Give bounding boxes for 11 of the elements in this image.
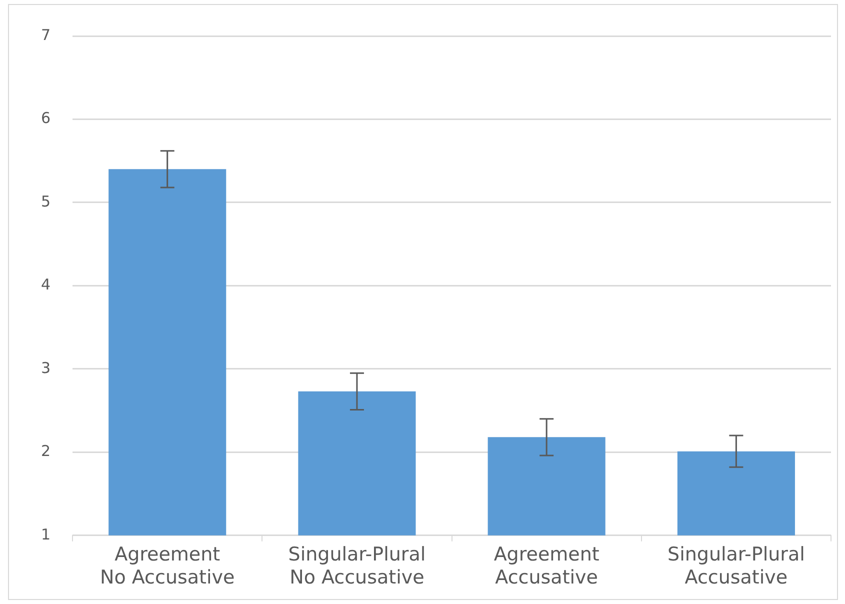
y-tick-label: 1 xyxy=(40,525,51,544)
y-tick-label: 7 xyxy=(40,26,51,44)
x-tick-label: Singular-Plural No Accusative xyxy=(288,544,426,589)
x-tick-label: Agreement No Accusative xyxy=(100,544,235,589)
y-tick-label: 6 xyxy=(40,109,51,128)
y-tick-label: 2 xyxy=(40,442,51,460)
y-tick-label: 3 xyxy=(40,358,51,377)
x-tick-label: Singular-Plural Accusative xyxy=(668,544,805,589)
y-tick-label: 4 xyxy=(40,276,51,294)
y-tick-label: 5 xyxy=(40,192,51,210)
x-tick-label: Agreement Accusative xyxy=(494,544,600,589)
